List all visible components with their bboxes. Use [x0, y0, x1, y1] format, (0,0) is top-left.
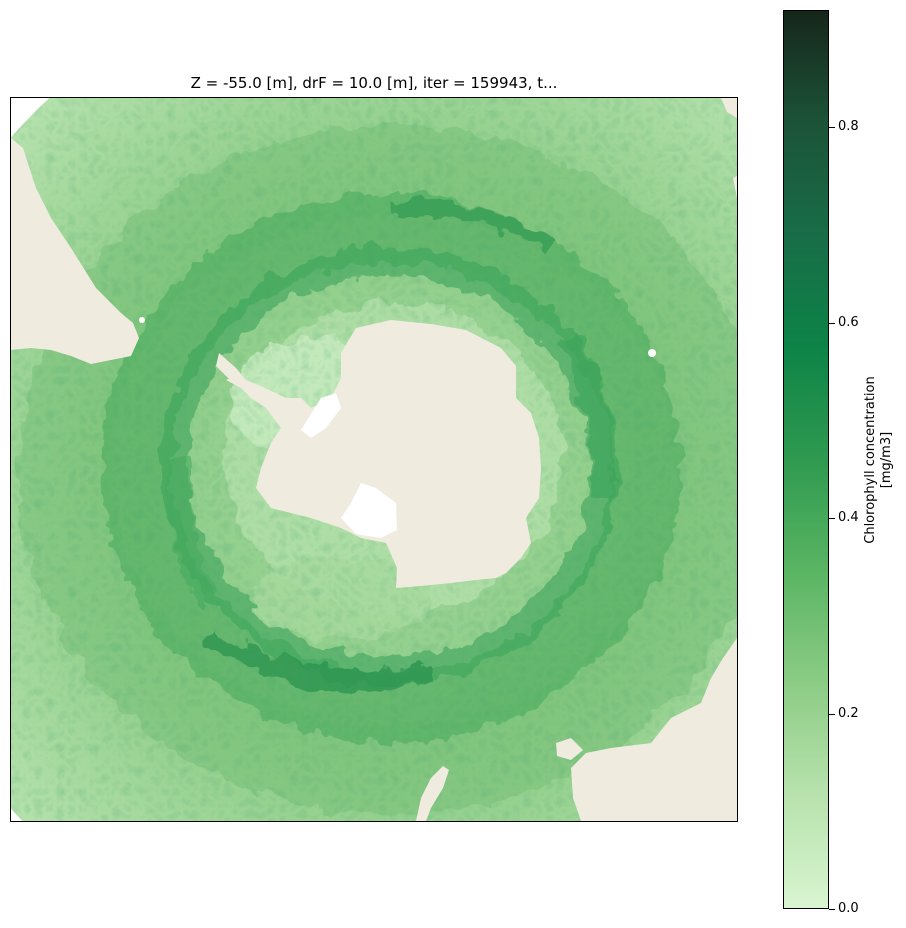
australia	[571, 638, 737, 821]
island-gap	[648, 349, 656, 357]
antarctic-peninsula	[216, 353, 246, 383]
land-fragment	[733, 176, 737, 198]
colorbar-label: Chlorophyll concentration [mg/m3]	[863, 376, 895, 543]
colorbar-tick-mark	[829, 323, 835, 324]
colorbar-label-line1: Chlorophyll concentration	[863, 376, 878, 544]
africa-tip	[721, 98, 737, 118]
colorbar-label-line2: [mg/m3]	[879, 431, 894, 489]
antarctica	[226, 320, 541, 588]
map-axes	[10, 97, 738, 822]
colorbar-tick-label: 0.2	[838, 706, 859, 721]
tasmania	[556, 738, 583, 760]
colorbar-gradient	[784, 11, 828, 908]
south-america	[11, 138, 139, 364]
colorbar-tick-label: 0.4	[838, 510, 859, 525]
plot-title: Z = -55.0 [m], drF = 10.0 [m], iter = 15…	[190, 74, 558, 92]
colorbar-tick-label: 0.0	[838, 901, 859, 916]
colorbar-tick-label: 0.6	[838, 315, 859, 330]
land	[11, 98, 737, 821]
colorbar-tick-mark	[829, 518, 835, 519]
colorbar-tick-mark	[829, 909, 835, 910]
falklands-gap	[139, 317, 145, 323]
colorbar-tick-mark	[829, 714, 835, 715]
weddell-ice-shelf-gap	[341, 483, 397, 538]
new-zealand	[416, 766, 449, 821]
colorbar-tick-mark	[829, 127, 835, 128]
ross-ice-shelf-gap	[301, 393, 341, 438]
colorbar	[783, 10, 829, 909]
chlorophyll-map	[11, 98, 737, 821]
colorbar-tick-label: 0.8	[838, 119, 859, 134]
